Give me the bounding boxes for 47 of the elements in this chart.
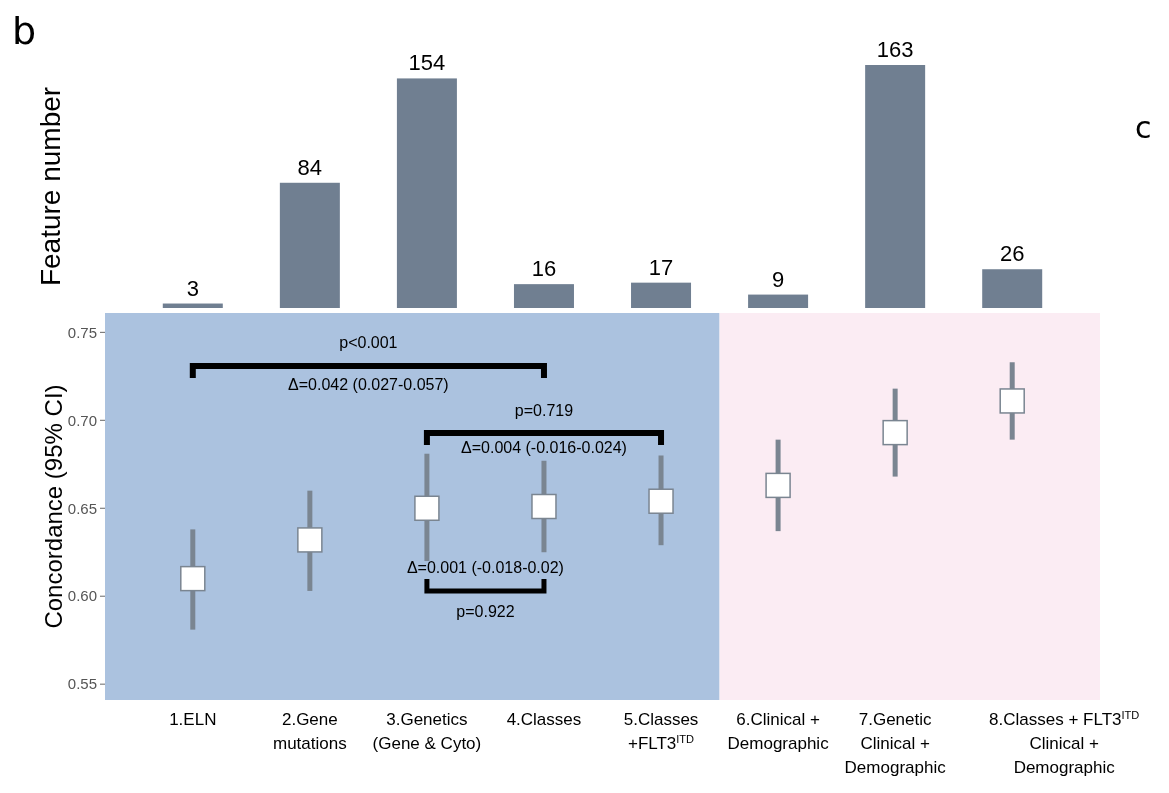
text: b bbox=[12, 9, 37, 53]
data-label: 26 bbox=[999, 241, 1025, 267]
x-tick-label: 2.Gene mutations bbox=[273, 710, 347, 753]
x-tick-label: 7.Genetic Clinical + Demographic bbox=[844, 710, 947, 777]
data-label: 17 bbox=[648, 254, 674, 280]
data-label: 9 bbox=[771, 266, 785, 292]
y-tick-label: 0.70 bbox=[67, 411, 97, 429]
x-tick-label: 3.Genetics (Gene & Cyto) bbox=[372, 710, 482, 753]
point bbox=[882, 419, 908, 446]
annotation: Δ=0.042 (0.027-0.057) bbox=[288, 376, 449, 393]
y-tick-label: 0.75 bbox=[67, 323, 97, 341]
y-axis-title: Concordance (95% CI) bbox=[40, 384, 67, 629]
y-tick-label: 0.60 bbox=[67, 587, 97, 605]
annotation: Δ=0.001 (-0.018-0.02) bbox=[406, 559, 564, 576]
point bbox=[414, 495, 440, 522]
data-label: 16 bbox=[531, 256, 557, 282]
bar bbox=[865, 65, 926, 308]
point bbox=[999, 388, 1025, 414]
bar bbox=[396, 78, 457, 308]
annotation: p<0.001 bbox=[339, 334, 398, 351]
annotation: Δ=0.004 (-0.016-0.024) bbox=[461, 439, 627, 456]
bar bbox=[513, 284, 574, 308]
data-label: 84 bbox=[297, 154, 323, 180]
point bbox=[531, 493, 557, 520]
bar bbox=[982, 269, 1043, 308]
bar bbox=[162, 303, 223, 308]
x-tick-label: 5.Classes +FLT3$^{ITD}$ bbox=[623, 710, 699, 753]
y-tick-label: 0.55 bbox=[67, 675, 97, 693]
point bbox=[648, 488, 674, 514]
y-axis-title: Feature number bbox=[35, 86, 66, 287]
bar bbox=[631, 282, 692, 308]
data-label: 154 bbox=[408, 50, 446, 76]
bar bbox=[279, 182, 340, 308]
bar bbox=[748, 294, 809, 308]
x-tick-label: 1.ELN bbox=[169, 710, 217, 729]
y-tick-label: 0.65 bbox=[67, 499, 97, 517]
x-tick-label: 4.Classes bbox=[506, 710, 582, 729]
point bbox=[180, 565, 206, 592]
data-label: 3 bbox=[186, 275, 199, 301]
point bbox=[765, 472, 791, 499]
data-label: 163 bbox=[876, 37, 914, 62]
annotation: p=0.922 bbox=[456, 603, 515, 620]
x-tick-label: 6.Clinical + Demographic bbox=[727, 710, 830, 753]
annotation: p=0.719 bbox=[514, 402, 574, 419]
point bbox=[297, 527, 323, 553]
text: c bbox=[1135, 110, 1152, 145]
category-label: 8.Classes + FLT3$^{ITD}$ Clinical + Demographic bbox=[989, 709, 1140, 777]
